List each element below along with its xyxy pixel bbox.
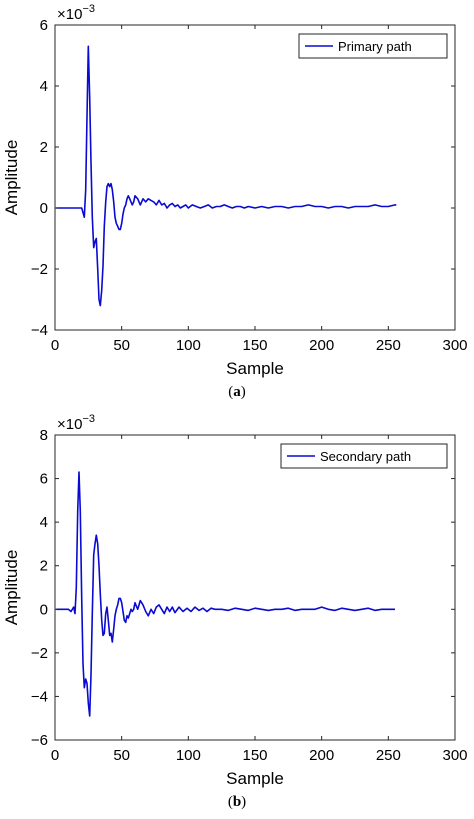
y-tick-label: −4 (31, 688, 48, 705)
x-tick-label: 100 (176, 747, 201, 764)
y-tick-label: 4 (40, 514, 48, 531)
x-tick-label: 200 (309, 337, 334, 354)
y-tick-label: 2 (40, 558, 48, 575)
x-tick-label: 150 (242, 337, 267, 354)
y-tick-label: −2 (31, 645, 48, 662)
caption-a: (a) (228, 384, 246, 400)
axes-box (54, 434, 456, 741)
y-tick-label: 8 (40, 427, 48, 444)
exponent-label: ×10−3 (57, 413, 95, 433)
y-tick-label: −2 (31, 261, 48, 278)
x-axis-label: Sample (226, 769, 284, 788)
legend-label: Primary path (338, 39, 412, 54)
y-tick-label: −6 (31, 732, 48, 749)
x-tick-label: 0 (51, 337, 59, 354)
caption-b: (b) (227, 794, 247, 810)
chart-b: 0 50 100 150 200 250 300 −6 −4 −2 0 2 4 6 8 ×10−3 Sample… (2, 413, 468, 788)
y-tick-label: 0 (40, 601, 48, 618)
x-tick-label: 100 (176, 337, 201, 354)
y-axis-label: Amplitude (2, 550, 21, 626)
legend-label: Secondary path (320, 449, 411, 464)
y-tick-label: 2 (40, 139, 48, 156)
y-tick-label: 6 (40, 17, 48, 34)
x-tick-label: 300 (442, 337, 467, 354)
x-tick-label: 50 (113, 747, 130, 764)
y-tick-label: 4 (40, 78, 48, 95)
chart-a: 0 50 100 150 200 250 300 −4 −2 0 2 4 6 ×10−3 Sample Amp… (2, 3, 468, 378)
x-tick-label: 0 (51, 747, 59, 764)
x-axis-label: Sample (226, 359, 284, 378)
y-tick-label: 6 (40, 471, 48, 488)
series-line (56, 45, 397, 307)
x-tick-label: 250 (376, 747, 401, 764)
x-tick-label: 150 (242, 747, 267, 764)
x-tick-label: 200 (309, 747, 334, 764)
y-tick-label: 0 (40, 200, 48, 217)
x-tick-label: 300 (442, 747, 467, 764)
axes-box (54, 24, 456, 331)
x-tick-label: 50 (113, 337, 130, 354)
y-axis-label: Amplitude (2, 140, 21, 216)
exponent-label: ×10−3 (57, 3, 95, 23)
series-line (56, 471, 395, 717)
x-tick-label: 250 (376, 337, 401, 354)
y-tick-label: −4 (31, 322, 48, 339)
